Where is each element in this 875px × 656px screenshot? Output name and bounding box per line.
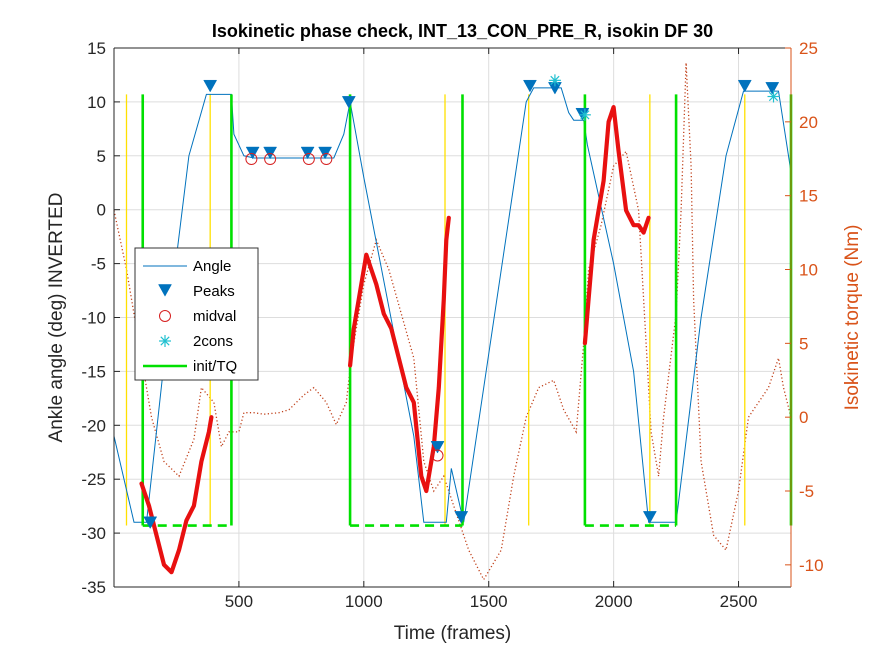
y-tick-label-left: 15	[87, 39, 106, 58]
peak-marker	[341, 96, 356, 109]
peak-marker	[454, 511, 469, 524]
y-tick-label-right: -10	[799, 556, 824, 575]
y-axis-left-label: Ankle angle (deg) INVERTED	[46, 193, 67, 443]
star-stroke	[580, 110, 590, 120]
peak-marker	[245, 146, 260, 160]
midval-marker	[302, 153, 315, 166]
y-tick-label-right: -5	[799, 482, 814, 501]
cons-marker	[548, 74, 561, 87]
cons-marker	[767, 90, 780, 103]
cons-marker	[578, 108, 591, 121]
y-tick-label-left: -35	[81, 578, 106, 597]
chart-title: Isokinetic phase check, INT_13_CON_PRE_R…	[212, 21, 713, 41]
star-stroke	[768, 91, 779, 102]
x-tick-label: 1500	[470, 592, 508, 611]
y-tick-label-left: -30	[81, 524, 106, 543]
y-tick-label-right: 15	[799, 187, 818, 206]
x-axis-label: Time (frames)	[394, 623, 512, 644]
peak-marker	[143, 516, 158, 530]
y-tick-label-left: -20	[81, 416, 106, 435]
y-tick-label-right: 0	[799, 408, 808, 427]
legend-label: Angle	[193, 258, 231, 275]
x-tick-label: 500	[225, 592, 253, 611]
y-tick-label-left: 0	[97, 201, 106, 220]
legend-swatch-peaks	[158, 284, 172, 297]
y-tick-label-left: -15	[81, 362, 106, 381]
legend-swatch-midval	[159, 310, 171, 322]
x-tick-label: 2000	[595, 592, 633, 611]
star-stroke	[550, 75, 560, 85]
y-tick-label-right: 20	[799, 113, 818, 132]
y-tick-label-left: 10	[87, 93, 106, 112]
y-axis-right-label: Isokinetic torque (Nm)	[842, 225, 863, 411]
torque-thick-segment	[348, 215, 451, 494]
torque-thick-segment	[582, 104, 651, 346]
legend-label: 2cons	[193, 333, 233, 350]
x-tick-label: 1000	[345, 592, 383, 611]
star-stroke	[160, 336, 170, 346]
y-tick-label-left: 5	[97, 147, 106, 166]
torque-thick-segment	[139, 415, 214, 575]
peak-marker	[318, 146, 333, 160]
peak-marker	[263, 146, 278, 160]
y-tick-label-left: -5	[91, 255, 106, 274]
peak-marker	[300, 146, 315, 160]
y-tick-label-right: 5	[799, 334, 808, 353]
midval-marker	[431, 449, 444, 462]
x-tick-label: 2500	[720, 592, 758, 611]
peak-marker	[523, 79, 537, 93]
y-tick-label-left: -10	[81, 309, 106, 328]
legend-label: midval	[193, 308, 236, 325]
angle-line	[113, 87, 792, 523]
peak-marker	[737, 79, 752, 93]
midval-marker	[264, 153, 277, 166]
peak-marker	[430, 441, 445, 454]
legend-label: Peaks	[193, 283, 235, 300]
y-tick-label-left: -25	[81, 470, 106, 489]
midval-marker	[320, 153, 333, 166]
y-tick-label-right: 25	[799, 39, 818, 58]
axes-group: 500 1000 1500 2000 2500 -35 -30 -25 -20 -15 -10 -5 0…	[81, 39, 823, 611]
midval-marker	[245, 153, 258, 166]
legend-box	[134, 247, 259, 381]
legend-label: init/TQ	[193, 358, 237, 375]
y-tick-label-right: 10	[799, 261, 818, 280]
peak-marker	[642, 511, 657, 524]
peak-marker	[203, 79, 218, 93]
peak-marker	[765, 82, 780, 95]
legend-swatch-cons	[159, 335, 171, 347]
legend: Angle Peaks midval 2cons init/TQ	[134, 247, 259, 381]
